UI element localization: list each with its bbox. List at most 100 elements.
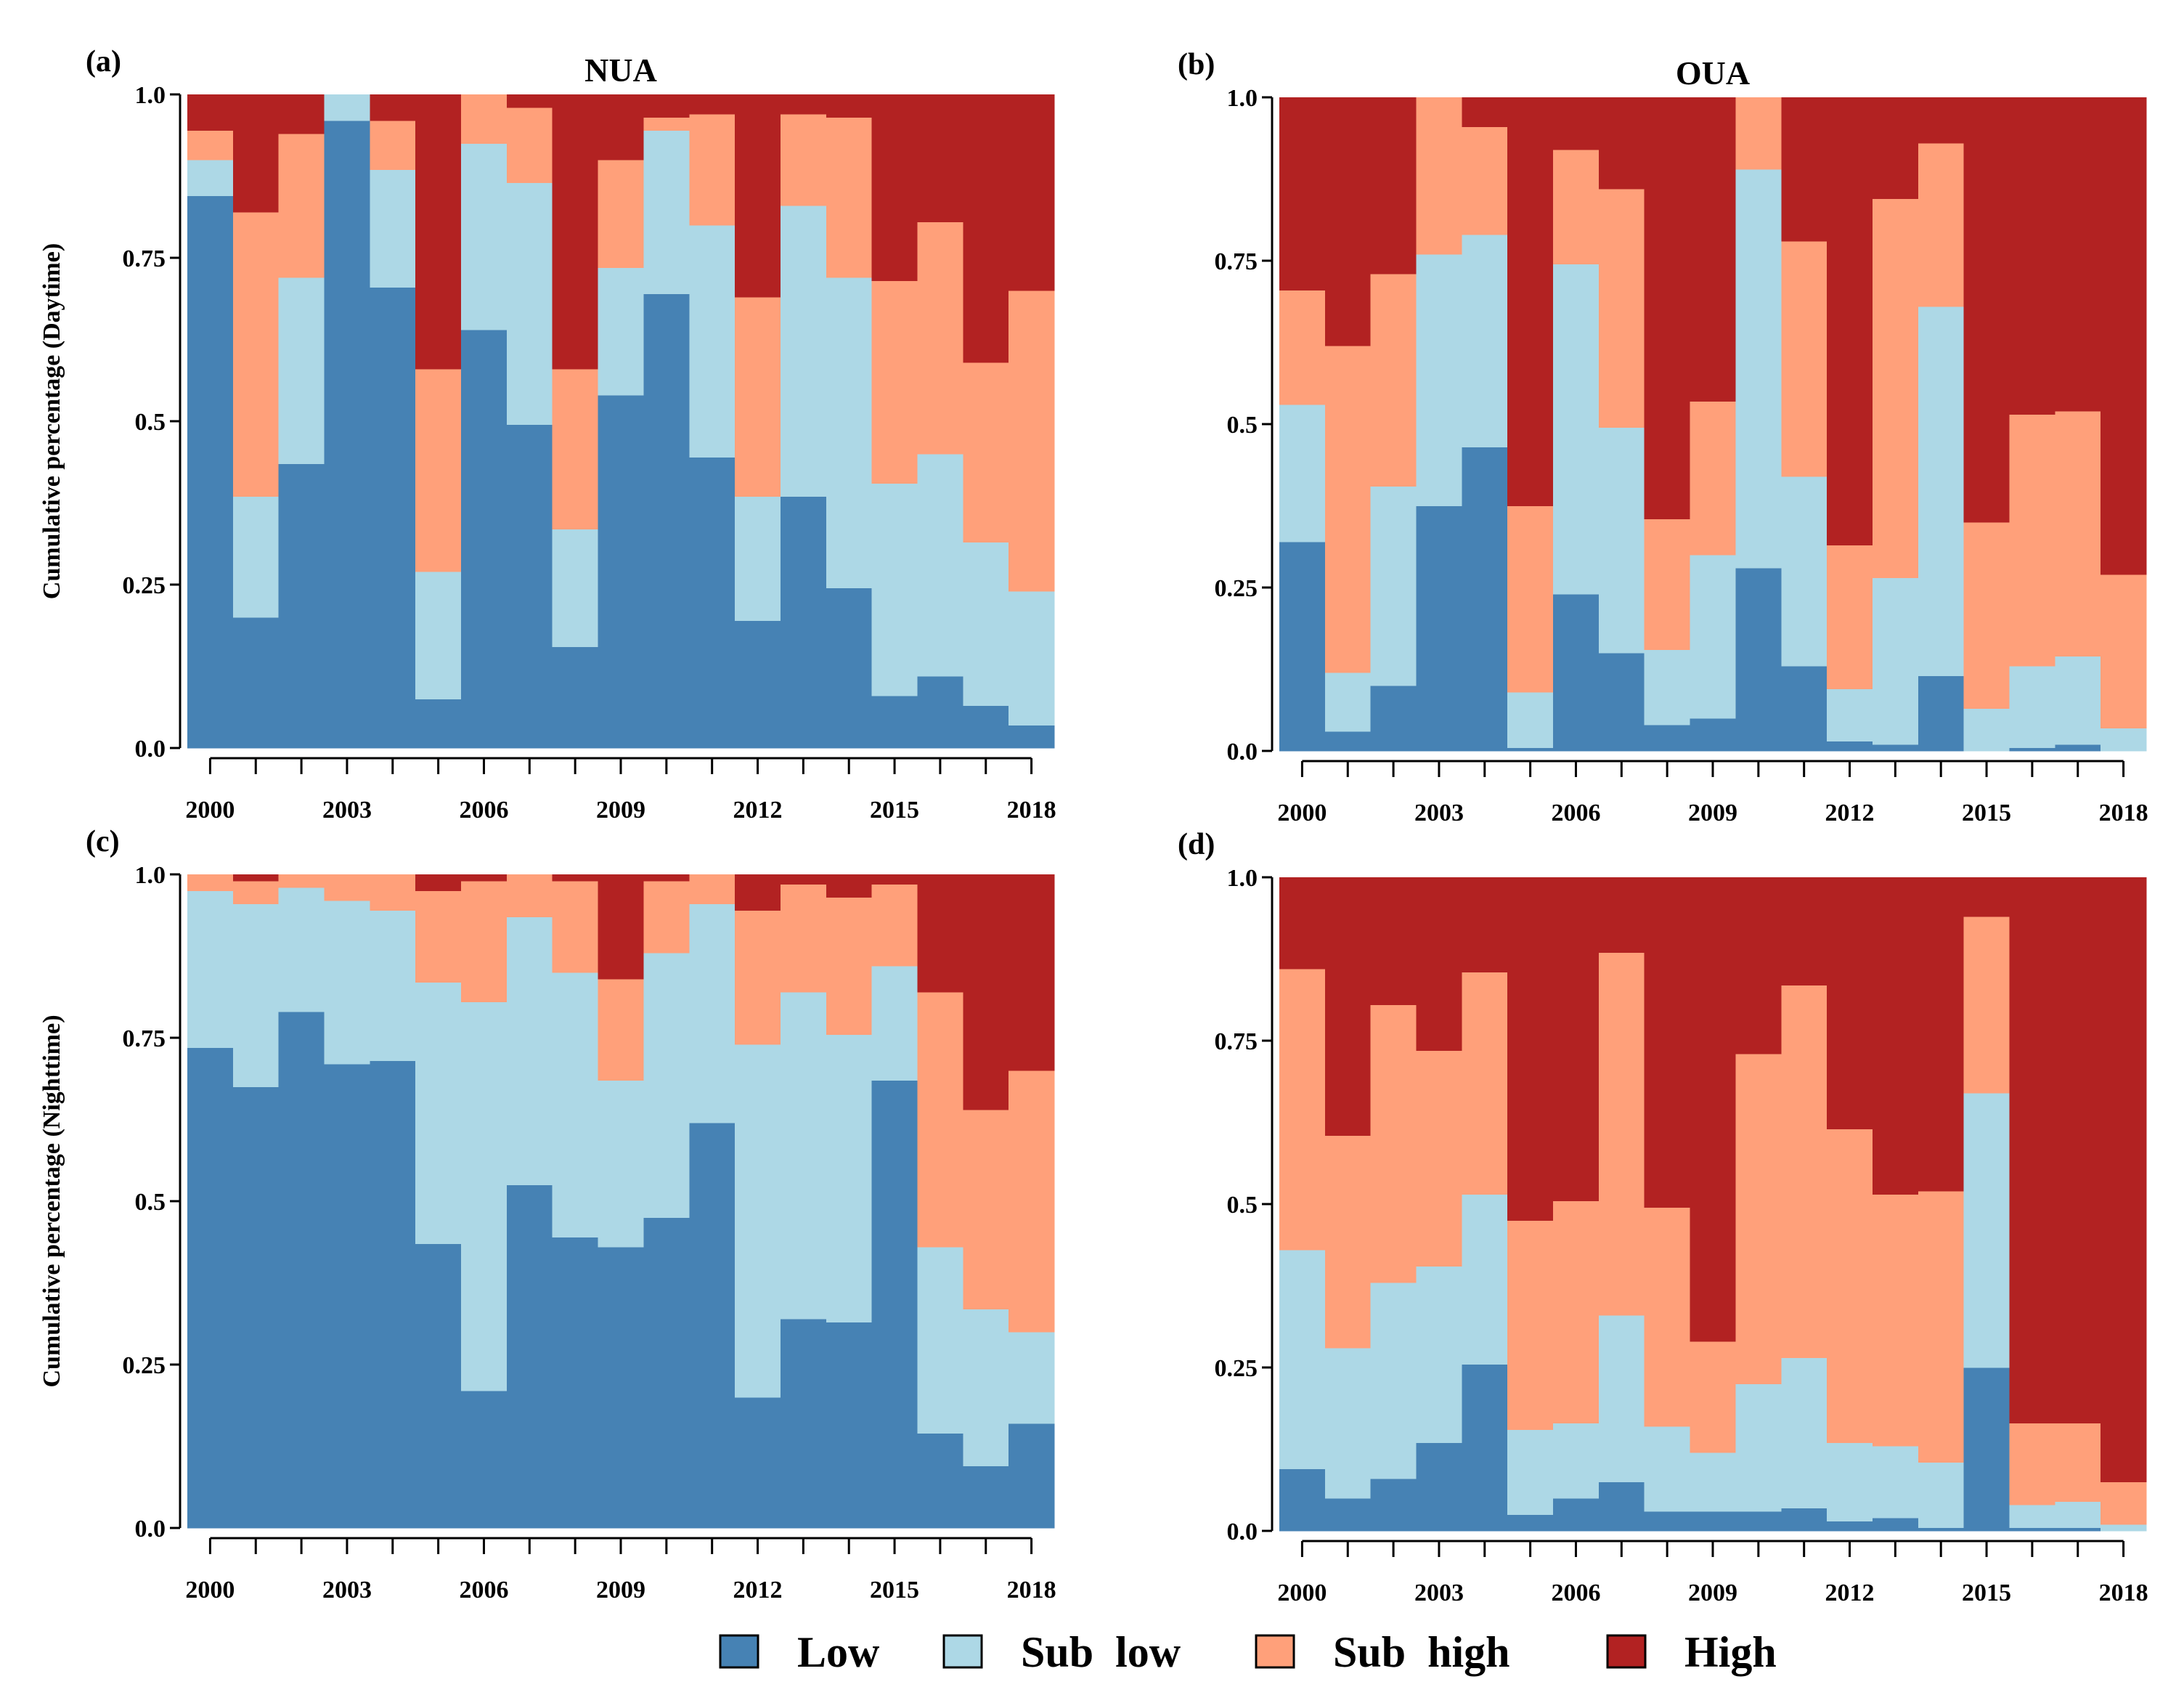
bar-d-2000-high [1279, 877, 1325, 969]
y-tick-label-a-1: 0.25 [123, 572, 166, 599]
bar-a-2003-sublow [325, 94, 370, 121]
x-tick-label-c-2009: 2009 [596, 1577, 645, 1603]
bar-c-2013-low [781, 1319, 826, 1528]
bar-b-2001-high [1325, 97, 1371, 346]
bar-b-2013-high [1873, 97, 1918, 199]
bar-a-2004-high [370, 94, 415, 121]
bar-d-2009-low [1690, 1511, 1736, 1531]
bar-d-2005-low [1507, 1515, 1553, 1532]
bar-a-2006-sublow [461, 144, 507, 330]
bar-d-2007-low [1599, 1482, 1645, 1532]
x-tick-label-d-2006: 2006 [1551, 1580, 1600, 1606]
bar-d-2008-high [1645, 877, 1690, 1208]
x-tick-label-a-2018: 2018 [1007, 797, 1056, 824]
panel-label-a: (a) [86, 45, 121, 78]
panel-c: 0.0 0.25 0.5 0.75 1.0 2000 2003 2006 2009 2012 201… [38, 825, 1056, 1603]
bar-b-2011-low [1781, 666, 1827, 751]
bar-d-2009-high [1690, 877, 1736, 1341]
bar-b-2001-sublow [1325, 672, 1371, 731]
bar-b-2001-subhigh [1325, 346, 1371, 672]
bar-b-2002-high [1371, 97, 1417, 274]
bar-a-2015-subhigh [872, 281, 918, 484]
bar-a-2000-subhigh [187, 131, 233, 160]
bar-c-2008-sublow [553, 972, 598, 1237]
bar-d-2017-subhigh [2055, 1423, 2101, 1502]
bar-d-2007-subhigh [1599, 953, 1645, 1316]
bar-c-2014-subhigh [826, 898, 872, 1035]
bar-a-2015-sublow [872, 484, 918, 696]
bar-b-2007-high [1599, 97, 1645, 189]
bar-a-2005-low [415, 699, 461, 749]
bar-d-2012-subhigh [1827, 1129, 1873, 1443]
bar-c-2017-subhigh [963, 1110, 1009, 1309]
x-tick-label-d-2009: 2009 [1688, 1580, 1737, 1606]
bar-a-2011-high [689, 94, 735, 114]
bar-a-2004-sublow [370, 170, 415, 288]
bar-d-2016-low [2009, 1528, 2055, 1532]
bar-a-2010-low [643, 294, 689, 749]
bar-a-2008-low [553, 647, 598, 749]
bar-b-2007-low [1599, 653, 1645, 751]
bar-a-2013-low [781, 497, 826, 749]
bar-a-2017-sublow [963, 542, 1009, 706]
bar-a-2001-low [233, 617, 279, 748]
bar-b-2004-high [1462, 97, 1507, 127]
bar-c-2003-sublow [325, 901, 370, 1064]
bar-a-2005-subhigh [415, 369, 461, 572]
bar-d-2015-subhigh [1964, 916, 2010, 1093]
bar-b-2010-sublow [1735, 169, 1781, 568]
bar-c-2004-low [370, 1061, 415, 1529]
bar-a-2012-high [735, 94, 781, 297]
bar-b-2005-high [1507, 97, 1553, 506]
bar-d-2005-sublow [1507, 1430, 1553, 1515]
x-tick-label-a-2012: 2012 [733, 797, 783, 824]
y-tick-label-b-3: 0.75 [1215, 248, 1258, 275]
bar-d-2008-subhigh [1645, 1208, 1690, 1427]
bar-a-2013-subhigh [781, 114, 826, 206]
bar-b-2003-low [1417, 506, 1462, 752]
bar-c-2002-low [279, 1012, 325, 1528]
bar-d-2013-subhigh [1873, 1195, 1918, 1447]
bar-c-2015-high [872, 874, 918, 885]
y-tick-label-c-2: 0.5 [135, 1189, 166, 1216]
bar-c-2005-sublow [415, 983, 461, 1244]
bar-c-2008-low [553, 1237, 598, 1529]
bar-d-2011-sublow [1781, 1358, 1827, 1508]
bar-c-2009-low [598, 1247, 644, 1528]
bar-d-2007-sublow [1599, 1315, 1645, 1482]
bar-c-2007-sublow [507, 917, 553, 1185]
y-tick-label-d-4: 1.0 [1227, 865, 1258, 892]
bar-a-2008-subhigh [553, 369, 598, 529]
legend-label-low: Low [797, 1628, 880, 1676]
x-tick-label-a-2000: 2000 [185, 797, 235, 824]
bar-b-2016-high [2009, 97, 2055, 415]
bar-d-2011-subhigh [1781, 985, 1827, 1358]
bar-a-2007-high [507, 94, 553, 107]
x-tick-label-b-2003: 2003 [1414, 800, 1464, 826]
bar-d-2004-sublow [1462, 1195, 1507, 1365]
y-tick-label-a-3: 0.75 [123, 245, 166, 272]
bar-b-2000-high [1279, 97, 1325, 290]
bar-d-2004-subhigh [1462, 972, 1507, 1195]
bar-c-2017-low [963, 1466, 1009, 1529]
x-tick-label-a-2015: 2015 [870, 797, 919, 824]
x-tick-label-c-2000: 2000 [185, 1577, 235, 1603]
bar-a-2011-sublow [689, 225, 735, 458]
legend-swatch-subhigh [1256, 1635, 1294, 1667]
bar-c-2004-sublow [370, 911, 415, 1061]
bar-c-2012-low [735, 1397, 781, 1528]
bar-c-2002-sublow [279, 887, 325, 1012]
bar-a-2015-low [872, 696, 918, 748]
x-tick-label-b-2000: 2000 [1277, 800, 1327, 826]
bar-d-2011-low [1781, 1508, 1827, 1532]
bar-b-2011-high [1781, 97, 1827, 241]
bar-c-2014-sublow [826, 1035, 872, 1322]
bar-d-2006-high [1553, 877, 1599, 1201]
bar-c-2013-sublow [781, 992, 826, 1319]
bar-c-2008-high [553, 874, 598, 881]
y-tick-label-c-4: 1.0 [135, 862, 166, 889]
bar-d-2003-sublow [1417, 1267, 1462, 1443]
bar-b-2006-low [1553, 594, 1599, 751]
bar-a-2016-subhigh [917, 222, 963, 455]
bar-a-2004-subhigh [370, 121, 415, 170]
